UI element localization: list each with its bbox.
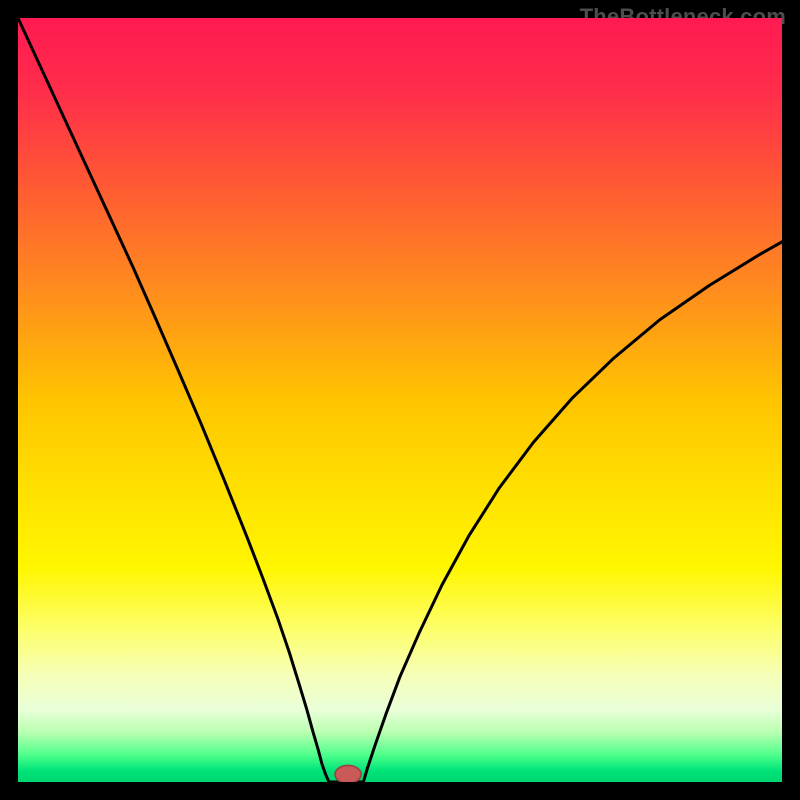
plot-area (18, 18, 782, 782)
gradient-background (18, 18, 782, 782)
chart-svg (18, 18, 782, 782)
chart-frame: TheBottleneck.com (0, 0, 800, 800)
optimal-point-marker (335, 765, 361, 782)
